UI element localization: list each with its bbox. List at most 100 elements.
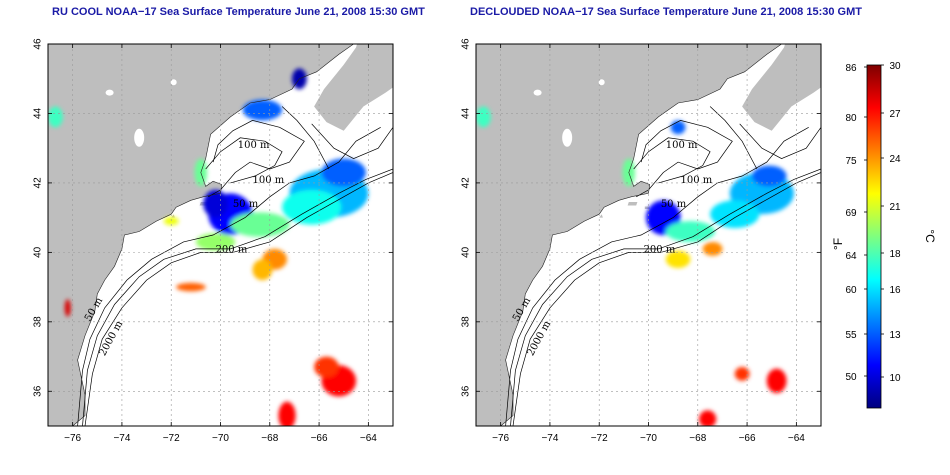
fahrenheit-tick-label: 75: [845, 156, 857, 167]
fahrenheit-tick-label: 64: [845, 251, 857, 262]
nova-scotia-landmass: [314, 44, 393, 131]
lat-tick-label: 42: [33, 177, 44, 189]
lat-tick-label: 38: [461, 316, 472, 328]
sst-patch: [176, 282, 206, 292]
lake: [562, 128, 573, 147]
sst-patches-left: [48, 68, 369, 426]
sst-patch: [699, 410, 717, 426]
mainland-landmass: [476, 44, 782, 426]
lat-tick-label: 46: [461, 38, 472, 50]
fahrenheit-tick-label: 80: [845, 113, 857, 124]
celsius-tick-label: 27: [889, 109, 901, 120]
sst-patch: [163, 216, 179, 226]
contour-label: 50 m: [233, 199, 259, 210]
sst-patch: [702, 241, 723, 256]
sst-patch: [751, 165, 787, 187]
contour-label: 200 m: [644, 244, 676, 255]
bathymetry-contour: [82, 168, 393, 426]
axes-right: −76 −74 −72 −70 −68 −66 −64 36 38 40 42 44 46: [461, 38, 821, 444]
colorbar-gradient: [866, 64, 882, 409]
land-left: [48, 44, 393, 426]
lon-tick-label: −76: [492, 433, 509, 444]
bathymetry-contour: [636, 120, 733, 198]
fahrenheit-tick-label: 86: [845, 63, 857, 74]
contour-label: 100 m: [666, 140, 698, 151]
contour-label: 50 m: [661, 199, 687, 210]
colorbar: 30 27 24 21 18 16 13 10 86 80 75 69 64 60 55 50 °F °C: [831, 61, 937, 409]
island: [627, 202, 638, 206]
lat-tick-label: 42: [461, 177, 472, 189]
lon-tick-label: −64: [788, 433, 805, 444]
lake: [533, 89, 542, 96]
panel-title-left: RU COOL NOAA−17 Sea Surface Temperature …: [52, 6, 425, 18]
sst-patch: [252, 259, 273, 281]
lon-tick-label: −64: [360, 433, 377, 444]
lon-tick-label: −66: [739, 433, 756, 444]
contour-label: 100 m: [238, 140, 270, 151]
lon-tick-label: −68: [261, 433, 278, 444]
sst-patch: [670, 120, 686, 135]
lon-tick-label: −76: [64, 433, 81, 444]
sst-patch: [665, 221, 715, 242]
bathymetry-contour: [739, 123, 821, 159]
contour-label: 100 m: [681, 175, 713, 186]
lon-tick-label: −68: [689, 433, 706, 444]
celsius-tick-label: 30: [889, 61, 901, 72]
lat-tick-label: 46: [33, 38, 44, 50]
celsius-tick-label: 16: [889, 285, 901, 296]
gridlines-right: [476, 44, 821, 426]
sst-patch: [230, 212, 290, 237]
bathymetry-contour: [311, 123, 393, 159]
lat-tick-label: 40: [33, 246, 44, 258]
bathymetry-contours-right: [476, 44, 821, 426]
sst-patch: [321, 158, 366, 187]
sst-patch: [766, 368, 787, 394]
bathymetry-contour: [77, 126, 381, 426]
bathymetry-contour: [510, 168, 821, 426]
lon-tick-label: −74: [541, 433, 558, 444]
contour-label: 100 m: [253, 175, 285, 186]
lon-tick-label: −66: [311, 433, 328, 444]
panel-title-right: DECLOUDED NOAA−17 Sea Surface Temperatur…: [470, 6, 862, 18]
lake: [134, 128, 145, 147]
sst-patch: [282, 189, 342, 225]
bathymetry-contour: [208, 120, 305, 198]
celsius-tick-label: 13: [889, 330, 901, 341]
lat-tick-label: 44: [461, 107, 472, 119]
lon-tick-label: −74: [113, 433, 130, 444]
contour-label: 200 m: [216, 244, 248, 255]
lat-tick-label: 38: [33, 316, 44, 328]
coastline: [476, 44, 782, 426]
fahrenheit-tick-label: 60: [845, 285, 857, 296]
sst-patch: [195, 233, 236, 251]
sst-patch: [665, 250, 691, 269]
sst-patch: [203, 189, 228, 218]
bathymetry-contours-left: [48, 44, 393, 426]
gridlines-left: [48, 44, 393, 426]
lat-tick-label: 40: [461, 246, 472, 258]
nova-scotia-landmass: [742, 44, 821, 131]
celsius-tick-label: 21: [889, 202, 901, 213]
fahrenheit-tick-label: 50: [845, 372, 857, 383]
mainland-landmass: [48, 44, 354, 426]
celsius-unit-label: °C: [923, 229, 937, 243]
lat-tick-label: 36: [33, 385, 44, 397]
sst-patch: [64, 299, 71, 317]
bathymetry-contour: [505, 126, 809, 426]
lake: [598, 79, 605, 86]
fahrenheit-unit-label: °F: [831, 238, 845, 250]
lat-tick-label: 44: [33, 107, 44, 119]
celsius-tick-label: 10: [889, 373, 901, 384]
lake: [105, 89, 114, 96]
colorbar-ticks: 30 27 24 21 18 16 13 10 86 80 75 69 64 60 55 50: [845, 61, 901, 384]
bathymetry-contour: [84, 172, 393, 426]
island: [171, 214, 175, 218]
fahrenheit-tick-label: 55: [845, 330, 857, 341]
lake: [170, 79, 177, 86]
sst-patch: [278, 401, 296, 426]
celsius-tick-label: 18: [889, 249, 901, 260]
axes-left: −76 −74 −72 −70 −68 −66 −64 36 38 40 42 44 46: [33, 38, 393, 444]
sst-patch: [734, 367, 750, 381]
lat-tick-label: 36: [461, 385, 472, 397]
